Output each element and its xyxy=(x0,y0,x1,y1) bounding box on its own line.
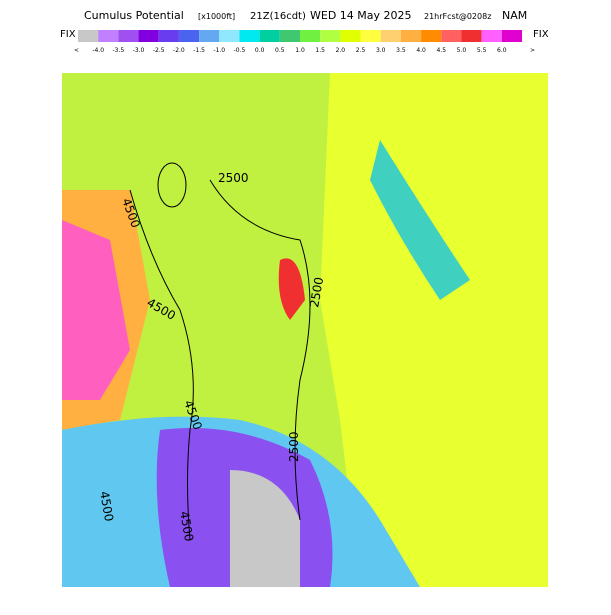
colorbar: -4.0 -3.5 -3.0 -2.5 -2.0 -1.5 -1.0 -0.5 0.0 0.5 1.… xyxy=(78,30,522,54)
color-swatch xyxy=(118,30,139,42)
forecast: 21hrFcst@0208z xyxy=(424,12,491,21)
fix-right: FIX xyxy=(533,29,549,40)
color-swatch xyxy=(300,30,321,42)
below-mark: < xyxy=(74,47,79,54)
color-swatch xyxy=(380,30,401,42)
header: Cumulus Potential [x1000ft] 21Z(16cdt) W… xyxy=(60,9,549,54)
color-swatch xyxy=(219,30,240,42)
color-swatch xyxy=(138,30,159,42)
color-swatch xyxy=(259,30,280,42)
colorbar-label: -4.0 xyxy=(92,47,104,54)
field-red xyxy=(278,258,305,320)
colorbar-label: 0.0 xyxy=(255,47,265,54)
colorbar-label: -0.5 xyxy=(234,47,246,54)
time: 21Z(16cdt) xyxy=(250,11,306,22)
colorbar-label: 4.0 xyxy=(416,47,426,54)
color-swatch xyxy=(78,30,99,42)
contour-label: 2500 xyxy=(287,431,301,462)
units: [x1000ft] xyxy=(198,12,235,21)
colorbar-label: 0.5 xyxy=(275,47,285,54)
colorbar-label: 1.5 xyxy=(315,47,325,54)
contour-line xyxy=(129,189,194,541)
colorbar-label: -2.0 xyxy=(173,47,185,54)
color-swatch xyxy=(158,30,179,42)
color-swatch xyxy=(501,30,522,42)
color-swatch xyxy=(178,30,200,42)
colorbar-label: 1.0 xyxy=(295,47,305,54)
map: 2500 4500 4500 2500 4500 2500 4500 4500 xyxy=(62,73,548,587)
field-gray xyxy=(230,470,300,587)
field-cyan xyxy=(370,140,470,300)
color-swatch xyxy=(98,30,119,42)
colorbar-label: 4.5 xyxy=(436,47,446,54)
colorbar-label: -1.0 xyxy=(213,47,225,54)
colorbar-label: 6.0 xyxy=(497,47,507,54)
color-swatch xyxy=(279,30,300,42)
model: NAM xyxy=(502,9,527,22)
contour-label: 2500 xyxy=(307,276,326,309)
color-swatch xyxy=(360,30,381,42)
field-magenta xyxy=(62,220,130,400)
color-swatch xyxy=(400,30,422,42)
colorbar-label: -3.0 xyxy=(133,47,145,54)
color-swatch xyxy=(320,30,341,42)
field-yellow xyxy=(320,73,548,587)
colorbar-label: 3.5 xyxy=(396,47,406,54)
color-swatch xyxy=(239,30,260,42)
colorbar-label: -2.5 xyxy=(153,47,165,54)
contour-line xyxy=(157,162,187,208)
above-mark: > xyxy=(530,47,535,54)
colorbar-label: 2.0 xyxy=(336,47,346,54)
colorbar-label: 3.0 xyxy=(376,47,386,54)
color-swatch xyxy=(481,30,502,42)
color-swatch xyxy=(199,30,220,42)
contour-label: 4500 xyxy=(97,490,116,523)
color-swatch xyxy=(461,30,482,42)
color-swatch xyxy=(421,30,442,42)
colorbar-label: 5.5 xyxy=(477,47,487,54)
colorbar-label: 2.5 xyxy=(356,47,366,54)
colorbar-label: 5.0 xyxy=(457,47,467,54)
date: WED 14 May 2025 xyxy=(310,9,412,22)
contour-label: 2500 xyxy=(218,171,249,185)
contour-label: 4500 xyxy=(177,510,196,543)
title: Cumulus Potential xyxy=(84,9,184,22)
color-swatch xyxy=(441,30,462,42)
colorbar-label: -1.5 xyxy=(193,47,205,54)
colorbar-label: -3.5 xyxy=(113,47,125,54)
fix-left: FIX xyxy=(60,29,76,40)
contour-line xyxy=(209,179,311,521)
color-swatch xyxy=(340,30,361,42)
